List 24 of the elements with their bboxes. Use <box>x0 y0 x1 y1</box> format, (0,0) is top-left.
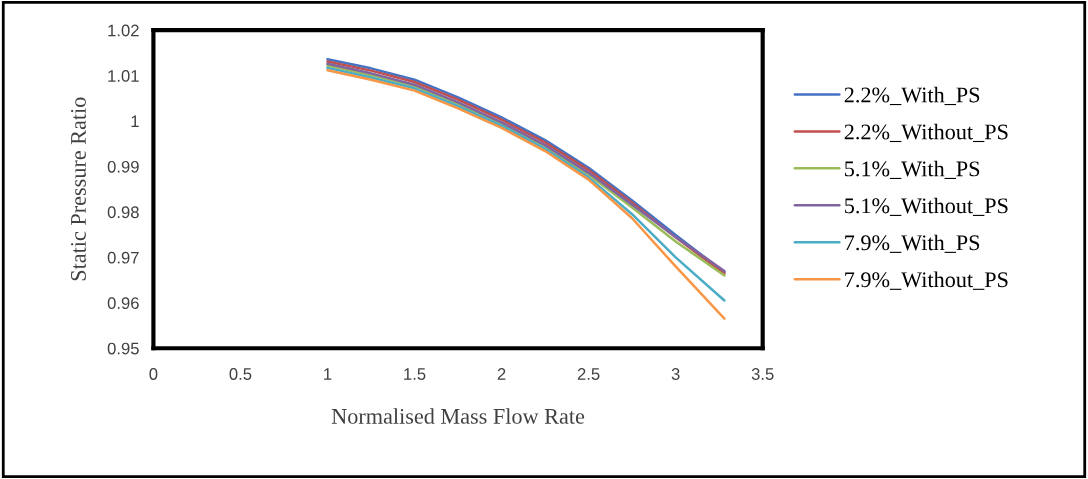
legend-label: 2.2%_Without_PS <box>844 123 1008 143</box>
y-tick-label: 0.96 <box>107 297 139 309</box>
y-tick-label: 0.97 <box>107 251 139 264</box>
legend-label: 7.9%_With_PS <box>845 234 980 253</box>
x-axis-title: Normalised Mass Flow Rate <box>331 408 585 424</box>
legend-label: 5.1%_Without_PS <box>845 197 1008 216</box>
y-tick-label: 1 <box>131 115 139 128</box>
x-tick-label: 0 <box>149 368 158 380</box>
x-tick-label: 0.5 <box>229 368 252 380</box>
y-tick-label: 1.01 <box>108 70 139 82</box>
x-tick-label: 2 <box>497 368 506 380</box>
x-tick-label: 2.5 <box>577 368 600 380</box>
y-tick-label: 0.95 <box>107 342 139 355</box>
x-tick-label: 3 <box>671 368 680 380</box>
legend-label: 7.9%_Without_PS <box>845 271 1008 290</box>
x-tick-label: 1 <box>324 368 332 380</box>
y-tick-label: 0.98 <box>107 206 139 219</box>
legend-label: 5.1%_With_PS <box>845 160 980 179</box>
legend-label: 2.2%_With_PS <box>844 86 980 106</box>
x-tick-label: 3.5 <box>751 368 774 380</box>
y-axis-title: Static Pressure Ratio <box>70 97 86 281</box>
y-tick-label: 1.02 <box>108 24 139 37</box>
x-tick-label: 1.5 <box>404 368 426 380</box>
y-tick-label: 0.99 <box>107 160 139 173</box>
